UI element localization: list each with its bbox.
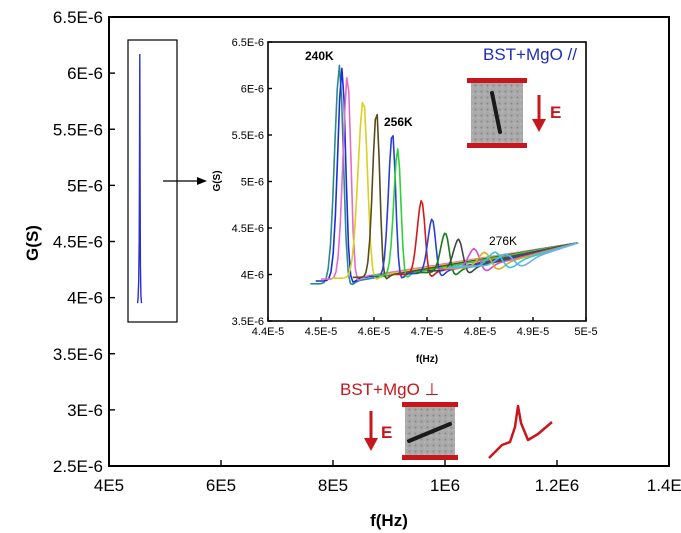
perp-fiber: [407, 422, 452, 443]
inset-x-axis-title: f(Hz): [416, 354, 438, 365]
main-x-ticks: 4E5 6E5 8E5 1E6 1.2E6 1.4E6: [94, 460, 681, 495]
main-y-tick-label: 4.5E-6: [53, 233, 103, 252]
main-y-tick-label: 3E-6: [67, 401, 103, 420]
perp-field-arrow-head: [364, 438, 378, 451]
main-x-tick-label: 4E5: [94, 476, 124, 495]
perp-response-sketch: [488, 404, 553, 459]
main-x-tick-label: 1E6: [430, 476, 460, 495]
main-y-tick-label: 3.5E-6: [53, 345, 103, 364]
peak-label-256k: 256K: [384, 115, 413, 129]
main-y-tick-label: 4E-6: [67, 289, 103, 308]
inset-y-tick-label: 5.5E-6: [232, 130, 264, 142]
inset-background: [207, 28, 604, 352]
inset-y-tick-label: 5E-6: [241, 177, 264, 189]
perp-electrode-bottom: [402, 455, 458, 460]
perp-electrode-top: [402, 402, 458, 407]
inset-y-tick-label: 6.5E-6: [232, 37, 264, 49]
zoom-arrow-head: [197, 177, 207, 185]
main-y-tick-label: 2.5E-6: [53, 457, 103, 476]
inset-x-tick-label: 4.4E-5: [252, 326, 284, 338]
inset-x-ticks: 4.4E-5 4.5E-5 4.6E-5 4.7E-5 4.8E-5 4.9E-5 5E-5: [252, 317, 598, 338]
inset-series-group: [310, 64, 579, 286]
peak-label-240k: 240K: [305, 49, 334, 63]
inset-y-ticks: 3.5E-6 4E-6 4.5E-6 5E-6 5.5E-6 6E-6 6.5E-6: [232, 37, 272, 328]
inset-x-tick-label: 4.6E-5: [358, 326, 390, 338]
inset-plot: 4.4E-5 4.5E-5 4.6E-5 4.7E-5 4.8E-5 4.9E-5 5E-5…: [207, 28, 604, 365]
inset-y-tick-label: 4.5E-6: [232, 223, 264, 235]
main-x-tick-label: 6E5: [206, 476, 236, 495]
main-y-tick-label: 6.5E-6: [53, 8, 103, 27]
para-electrode-bottom: [467, 143, 527, 148]
inset-x-tick-label: 4.9E-5: [517, 326, 549, 338]
peak-label-276k: 276K: [489, 234, 517, 248]
inset-x-tick-label: 4.7E-5: [411, 326, 443, 338]
main-x-axis-title: f(Hz): [370, 511, 408, 530]
main-y-axis-title: G(S): [23, 225, 42, 261]
perpendicular-sample-label: BST+MgO ⊥: [340, 380, 439, 399]
para-field-arrow-head: [532, 119, 546, 132]
para-electrode-top: [467, 78, 527, 83]
main-y-tick-label: 5.5E-6: [53, 120, 103, 139]
para-fiber: [490, 91, 502, 134]
inset-x-tick-label: 4.8E-5: [464, 326, 496, 338]
para-field-label: E: [550, 103, 561, 122]
main-y-tick-label: 6E-6: [67, 64, 103, 83]
inset-y-axis-title: G(S): [212, 170, 223, 191]
main-x-tick-label: 1.4E6: [647, 476, 681, 495]
inset-y-tick-label: 4E-6: [241, 270, 264, 282]
main-y-tick-label: 5E-6: [67, 176, 103, 195]
inset-x-tick-label: 4.5E-5: [305, 326, 337, 338]
parallel-sample-label: BST+MgO //: [483, 45, 577, 64]
perp-field-label: E: [381, 423, 392, 442]
main-x-tick-label: 8E5: [318, 476, 348, 495]
main-series-line: [136, 53, 143, 304]
inset-y-tick-label: 6E-6: [241, 84, 264, 96]
main-series-group: [136, 53, 143, 304]
inset-x-tick-label: 5E-5: [574, 326, 597, 338]
main-y-ticks: 2.5E-6 3E-6 3.5E-6 4E-6 4.5E-6 5E-6 5.5E-6 6E-6…: [53, 8, 115, 476]
inset-y-tick-label: 3.5E-6: [232, 316, 264, 328]
main-x-tick-label: 1.2E6: [535, 476, 579, 495]
inset-series-line: [453, 242, 579, 267]
